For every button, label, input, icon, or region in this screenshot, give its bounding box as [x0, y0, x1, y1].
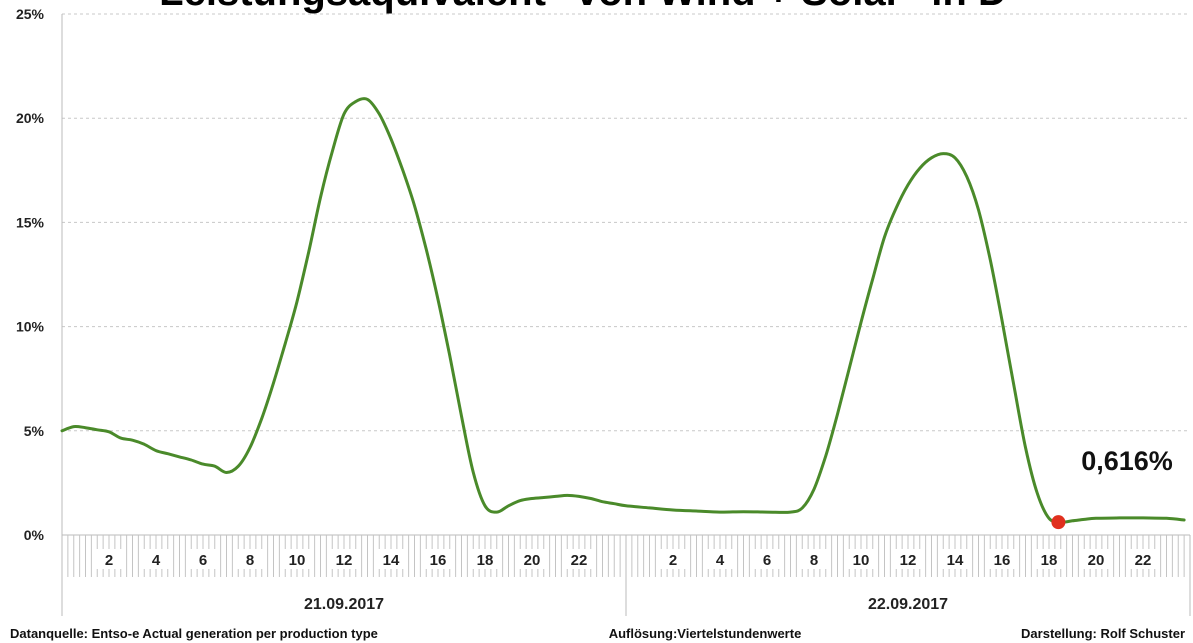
- x-tick-label: 6: [199, 552, 207, 569]
- x-tick-label: 12: [900, 552, 917, 569]
- y-tick-label: 10%: [16, 319, 45, 335]
- x-tick-label: 16: [430, 552, 447, 569]
- x-tick-label: 8: [246, 552, 254, 569]
- x-tick-bg: [237, 549, 263, 569]
- highlight-point: [1051, 515, 1066, 530]
- date-label: 22.09.2017: [868, 596, 948, 613]
- x-tick-bg: [895, 549, 921, 569]
- x-tick-bg: [1130, 549, 1156, 569]
- date-label: 21.09.2017: [304, 596, 384, 613]
- x-tick-bg: [707, 549, 733, 569]
- x-tick-label: 4: [152, 552, 161, 569]
- y-tick-label: 15%: [16, 214, 45, 230]
- x-tick-bg: [566, 549, 592, 569]
- x-tick-bg: [989, 549, 1015, 569]
- x-tick-label: 10: [289, 552, 306, 569]
- y-tick-label: 25%: [16, 6, 45, 22]
- y-axis-ticks: 0% 5% 10% 15% 20% 25%: [16, 6, 45, 543]
- x-tick-bg: [1083, 549, 1109, 569]
- x-tick-bg: [942, 549, 968, 569]
- y-tick-label: 5%: [24, 423, 45, 439]
- x-tick-label: 14: [947, 552, 964, 569]
- x-tick-label: 8: [810, 552, 818, 569]
- x-tick-bg: [378, 549, 404, 569]
- series-layer: [60, 97, 1186, 524]
- x-tick-bg: [801, 549, 827, 569]
- x-tick-label: 12: [336, 552, 353, 569]
- x-tick-label: 14: [383, 552, 400, 569]
- x-tick-bg: [190, 549, 216, 569]
- x-tick-bg: [472, 549, 498, 569]
- x-tick-bg: [331, 549, 357, 569]
- x-tick-label: 4: [716, 552, 725, 569]
- x-tick-label: 18: [1041, 552, 1058, 569]
- highlight-label: 0,616%: [1081, 446, 1173, 476]
- y-tick-label: 20%: [16, 110, 45, 126]
- footer-resolution: Auflösung:Viertelstundenwerte: [609, 626, 802, 641]
- y-tick-label: 0%: [24, 527, 45, 543]
- x-tick-bg: [754, 549, 780, 569]
- x-tick-label: 16: [994, 552, 1011, 569]
- x-tick-bg: [284, 549, 310, 569]
- footer-source: Datanquelle: Entso-e Actual generation p…: [10, 626, 378, 641]
- series-line: [60, 97, 1186, 524]
- gridlines: [62, 13, 1190, 432]
- x-tick-bg: [519, 549, 545, 569]
- x-tick-bg: [848, 549, 874, 569]
- x-tick-label: 2: [105, 552, 113, 569]
- x-tick-label: 22: [571, 552, 588, 569]
- x-tick-bg: [425, 549, 451, 569]
- x-tick-label: 22: [1135, 552, 1152, 569]
- x-tick-bg: [96, 549, 122, 569]
- footer-author: Darstellung: Rolf Schuster: [1021, 626, 1185, 641]
- chart-title: Leistungsäquivalent "von Wind + Solar" i…: [159, 0, 1007, 14]
- x-tick-label: 2: [669, 552, 677, 569]
- x-tick-bg: [660, 549, 686, 569]
- x-tick-bg: [1036, 549, 1062, 569]
- x-tick-label: 6: [763, 552, 771, 569]
- x-tick-label: 20: [524, 552, 541, 569]
- marker-layer: [1051, 515, 1066, 530]
- x-tick-bg: [143, 549, 169, 569]
- x-axis: 2 4 6 8 10 12 14 16 18 20 22 2 4 6 8 10 12 14 16 18 20 2221.0…: [61, 14, 1191, 616]
- x-tick-label: 20: [1088, 552, 1105, 569]
- x-tick-label: 18: [477, 552, 494, 569]
- x-tick-label: 10: [853, 552, 870, 569]
